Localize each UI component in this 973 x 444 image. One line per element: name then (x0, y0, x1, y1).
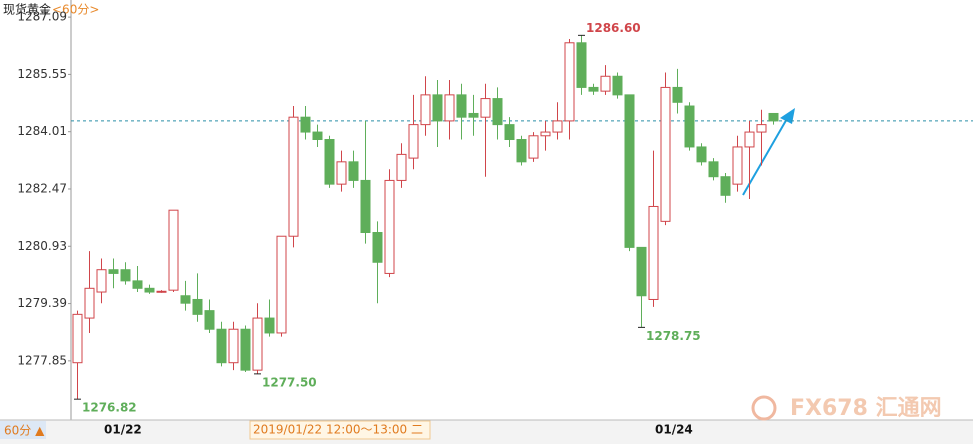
bottom-bar (0, 420, 973, 444)
candle-body (708, 161, 719, 178)
candle-body (204, 310, 215, 330)
candle-body (444, 94, 455, 122)
candle-body (588, 86, 599, 92)
watermark: FX678 汇通网 (790, 396, 942, 421)
candle-body (720, 176, 731, 196)
candle-body (72, 313, 83, 364)
candle-body (492, 98, 503, 126)
candle-body (84, 287, 95, 319)
hover-label: 2019/01/22 12:00～13:00 二 (253, 423, 423, 437)
y-tick-label: 1277.85 (17, 353, 67, 367)
candle-body (744, 131, 755, 148)
watermark-logo (751, 395, 777, 421)
extreme-label: 1278.75 (646, 329, 701, 343)
candle-body (660, 86, 671, 222)
candle-body (372, 232, 383, 263)
candle-body (504, 124, 515, 141)
candle-body (288, 116, 299, 237)
candle-body (420, 94, 431, 126)
candle-body (252, 317, 263, 371)
candle-body (600, 75, 611, 92)
candle-body (384, 179, 395, 274)
candle-body (120, 269, 131, 282)
candle-body (168, 209, 179, 291)
y-tick-label: 1282.47 (17, 181, 67, 195)
chart-title: 现货黄金 (3, 2, 51, 17)
candle-body (576, 42, 587, 88)
candle-body (564, 42, 575, 122)
candle-body (696, 146, 707, 163)
candle-body (624, 94, 635, 248)
candle-body (300, 116, 311, 133)
candle-body (396, 153, 407, 181)
candle-body (324, 139, 335, 185)
arrow-head (780, 108, 795, 124)
candle-body (360, 179, 371, 234)
y-tick-label: 1285.55 (17, 67, 67, 81)
extreme-label: 1286.60 (586, 21, 641, 35)
candle-body (552, 120, 563, 133)
candle-body (216, 328, 227, 364)
candle-body (540, 131, 551, 137)
candle-body (180, 295, 191, 304)
candle-body (612, 75, 623, 96)
candle-body (408, 124, 419, 159)
candle-body (264, 317, 275, 334)
candle-body (756, 124, 767, 133)
candle-body (240, 328, 251, 371)
candle-body (636, 246, 647, 297)
candle-body (192, 298, 203, 315)
candle-body (768, 112, 779, 122)
candle-body (672, 86, 683, 103)
period-label[interactable]: 60分 ▲ (4, 424, 45, 438)
candle-body (432, 94, 443, 122)
date-label: 01/24 (655, 423, 693, 437)
candle-body (144, 287, 155, 293)
candle-body (132, 280, 143, 289)
candle-body (528, 135, 539, 159)
candle-body (156, 290, 167, 293)
y-tick-label: 1280.93 (17, 239, 67, 253)
candle-body (468, 112, 479, 118)
candle-body (348, 161, 359, 181)
candle-body (456, 94, 467, 118)
candle-body (276, 235, 287, 334)
period-button[interactable] (0, 421, 46, 439)
date-label: 01/22 (104, 423, 142, 437)
candle-body (228, 328, 239, 364)
extreme-label: 1276.82 (82, 401, 137, 415)
y-tick-label: 1287.09 (17, 10, 67, 24)
candle-body (96, 269, 107, 293)
candle-body (108, 269, 119, 274)
trend-arrow (742, 116, 789, 196)
y-tick-label: 1284.01 (17, 124, 67, 138)
candle-body (648, 205, 659, 300)
candle-body (684, 105, 695, 148)
candle-body (480, 98, 491, 118)
hover-box (249, 420, 431, 440)
extreme-label: 1277.50 (262, 375, 317, 389)
y-tick-label: 1279.39 (17, 296, 67, 310)
candle-body (516, 139, 527, 163)
candle-body (336, 161, 347, 185)
candle-body (312, 131, 323, 141)
chart-subtitle: <60分> (52, 3, 99, 17)
candle-body (732, 146, 743, 185)
